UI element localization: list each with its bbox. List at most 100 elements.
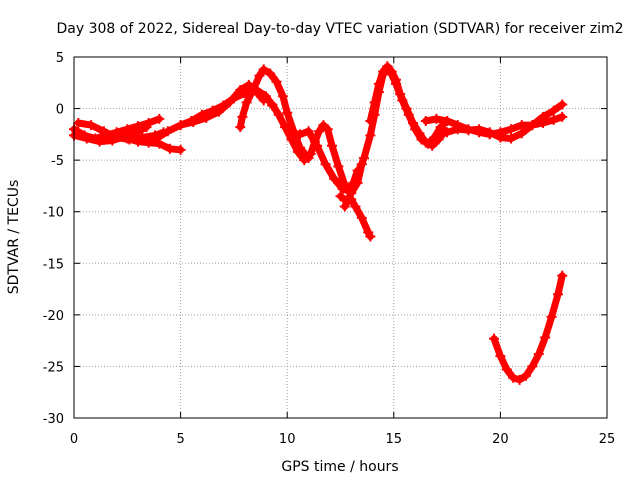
y-tick-label: -15: [43, 257, 64, 272]
data-point-marker: [154, 113, 165, 124]
data-point-marker: [495, 351, 506, 362]
data-point-marker: [420, 137, 431, 148]
data-point-marker: [365, 115, 376, 126]
data-point-marker: [273, 109, 284, 120]
data-point-marker: [258, 95, 269, 106]
data-point-marker: [280, 122, 291, 133]
data-point-marker: [213, 106, 224, 117]
data-point-marker: [175, 120, 186, 131]
data-point-marker: [346, 188, 357, 199]
data-point-marker: [520, 370, 531, 381]
data-point-marker: [305, 148, 316, 159]
data-point-marker: [514, 374, 525, 385]
data-point-marker: [241, 97, 252, 108]
data-point-marker: [378, 66, 389, 77]
data-point-marker: [433, 134, 444, 145]
data-series-group: [69, 61, 568, 385]
y-tick-label: -5: [51, 154, 64, 169]
y-axis-label: SDTVAR / TECUs: [6, 180, 22, 295]
x-axis-ticks: 0 5 10 15 20 25: [70, 57, 615, 447]
data-point-marker: [73, 118, 84, 129]
data-point-marker: [81, 133, 92, 144]
data-point-marker: [548, 105, 559, 116]
data-point-marker: [407, 118, 418, 129]
x-axis-label: GPS time / hours: [281, 459, 398, 475]
data-point-marker: [322, 124, 333, 135]
y-tick-label: -20: [43, 309, 64, 324]
data-point-marker: [516, 128, 527, 139]
data-point-marker: [538, 111, 549, 122]
data-point-marker: [224, 97, 235, 108]
y-axis-ticks: 5 0 -5 -10 -15 -20 -25 -30: [43, 51, 607, 427]
y-tick-label: -10: [43, 206, 64, 221]
data-point-marker: [188, 116, 199, 127]
data-point-marker: [299, 155, 310, 166]
data-point-marker: [506, 133, 517, 144]
data-point-marker: [414, 128, 425, 139]
data-point-marker: [286, 134, 297, 145]
data-point-marker: [382, 61, 393, 72]
data-point-marker: [386, 66, 397, 77]
x-tick-label: 5: [176, 432, 184, 447]
y-tick-label: 0: [56, 103, 64, 118]
data-point-marker: [132, 136, 143, 147]
y-tick-label: 5: [56, 51, 64, 66]
data-point-marker: [94, 136, 105, 147]
data-point-marker: [495, 132, 506, 143]
data-point-marker: [277, 91, 288, 102]
data-point-marker: [312, 140, 323, 151]
data-point-marker: [267, 99, 278, 110]
data-point-marker: [122, 133, 133, 144]
data-point-marker: [86, 120, 97, 131]
data-point-marker: [557, 99, 568, 110]
data-point-marker: [164, 143, 175, 154]
data-point-marker: [98, 126, 109, 137]
data-point-marker: [548, 114, 559, 125]
data-point-marker: [442, 115, 453, 126]
data-point-marker: [271, 76, 282, 87]
data-point-marker: [390, 74, 401, 85]
data-point-marker: [141, 122, 152, 133]
data-point-marker: [282, 107, 293, 118]
x-tick-label: 10: [279, 432, 296, 447]
data-point-marker: [546, 311, 557, 322]
data-point-marker: [132, 126, 143, 137]
data-point-marker: [294, 129, 305, 140]
data-point-marker: [369, 97, 380, 108]
x-tick-label: 20: [492, 432, 509, 447]
data-point-marker: [557, 111, 568, 122]
data-point-marker: [335, 191, 346, 202]
data-point-marker: [352, 169, 363, 180]
data-point-marker: [508, 372, 519, 383]
data-point-marker: [314, 126, 325, 137]
data-point-marker: [356, 212, 367, 223]
data-point-marker: [420, 115, 431, 126]
data-point-marker: [235, 85, 246, 96]
data-point-marker: [452, 124, 463, 135]
data-point-marker: [373, 78, 384, 89]
data-point-marker: [248, 85, 259, 96]
data-point-marker: [162, 126, 173, 137]
data-point-marker: [254, 70, 265, 81]
data-point-marker: [303, 126, 314, 137]
data-point-marker: [552, 289, 563, 300]
data-point-marker: [175, 144, 186, 155]
chart-title: Day 308 of 2022, Sidereal Day-to-day VTE…: [57, 21, 624, 37]
data-point-marker: [401, 103, 412, 114]
data-point-marker: [150, 134, 161, 145]
data-point-marker: [350, 201, 361, 212]
series-band-arc-o: [490, 272, 566, 384]
data-point-marker: [365, 231, 376, 242]
data-point-marker: [484, 127, 495, 138]
data-point-marker: [320, 159, 331, 170]
data-point-marker: [329, 173, 340, 184]
data-point-marker: [143, 137, 154, 148]
data-point-marker: [506, 124, 517, 135]
x-tick-label: 25: [599, 432, 616, 447]
data-point-marker: [107, 135, 118, 146]
data-point-marker: [333, 161, 344, 172]
data-point-marker: [235, 122, 246, 133]
x-tick-label: 15: [386, 432, 403, 447]
data-point-marker: [540, 332, 551, 343]
